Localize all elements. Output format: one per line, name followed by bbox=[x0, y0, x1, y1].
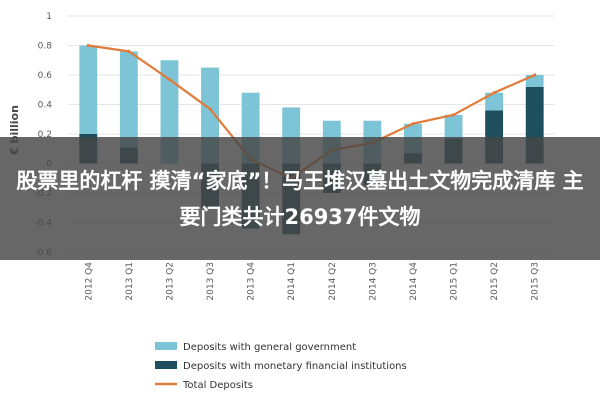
total-deposits-point bbox=[167, 77, 172, 82]
y-tick-label: 0.6 bbox=[38, 71, 53, 81]
total-deposits-point bbox=[492, 91, 496, 95]
total-deposits-point bbox=[451, 113, 456, 117]
x-tick-label: 2015 Q2 bbox=[490, 262, 500, 301]
x-tick-label: 2013 Q4 bbox=[247, 262, 257, 301]
x-tick-label: 2014 Q1 bbox=[287, 262, 297, 301]
y-tick-label: 0.4 bbox=[38, 101, 53, 111]
y-tick-label: 0.2 bbox=[38, 130, 52, 140]
total-deposits-point bbox=[533, 73, 537, 77]
bar-general-government bbox=[79, 45, 98, 134]
x-tick-label: 2014 Q4 bbox=[409, 262, 419, 301]
headline-text: 股票里的杠杆 摸清“家底”！马王堆汉墓出土文物完成清库 主要门类共计26937件… bbox=[16, 168, 584, 229]
x-tick-label: 2013 Q1 bbox=[125, 262, 135, 301]
legend: Deposits with general government Deposits… bbox=[155, 342, 407, 391]
y-tick-label: 1 bbox=[46, 12, 52, 22]
total-deposits-point bbox=[208, 107, 212, 111]
bar-general-government bbox=[485, 92, 504, 111]
legend-swatch-general-government bbox=[155, 342, 177, 350]
x-axis-ticks: 2012 Q4 2013 Q1 2013 Q2 2013 Q3 2013 Q4 2014 … bbox=[84, 262, 540, 301]
total-deposits-point bbox=[411, 122, 415, 126]
legend-swatch-monetary-financial-institutions bbox=[155, 361, 177, 369]
x-tick-label: 2015 Q3 bbox=[531, 262, 541, 301]
x-tick-label: 2014 Q2 bbox=[328, 262, 338, 301]
bar-general-government bbox=[119, 51, 138, 148]
total-deposits-point bbox=[86, 43, 90, 48]
bar-general-government bbox=[525, 75, 544, 87]
x-tick-label: 2015 Q1 bbox=[450, 262, 460, 301]
x-tick-label: 2014 Q3 bbox=[368, 262, 378, 301]
legend-label: Deposits with general government bbox=[183, 342, 356, 353]
bar-general-government bbox=[444, 114, 463, 139]
total-deposits-point bbox=[127, 49, 131, 54]
headline-banner: 股票里的杠杆 摸清“家底”！马王堆汉墓出土文物完成清库 主要门类共计26937件… bbox=[0, 137, 600, 260]
y-tick-label: 0.8 bbox=[38, 42, 53, 52]
legend-label: Total Deposits bbox=[182, 380, 253, 391]
x-tick-label: 2012 Q4 bbox=[84, 262, 94, 301]
legend-label: Deposits with monetary financial institu… bbox=[183, 361, 407, 372]
x-tick-label: 2013 Q2 bbox=[165, 262, 175, 301]
x-tick-label: 2013 Q3 bbox=[206, 262, 216, 301]
